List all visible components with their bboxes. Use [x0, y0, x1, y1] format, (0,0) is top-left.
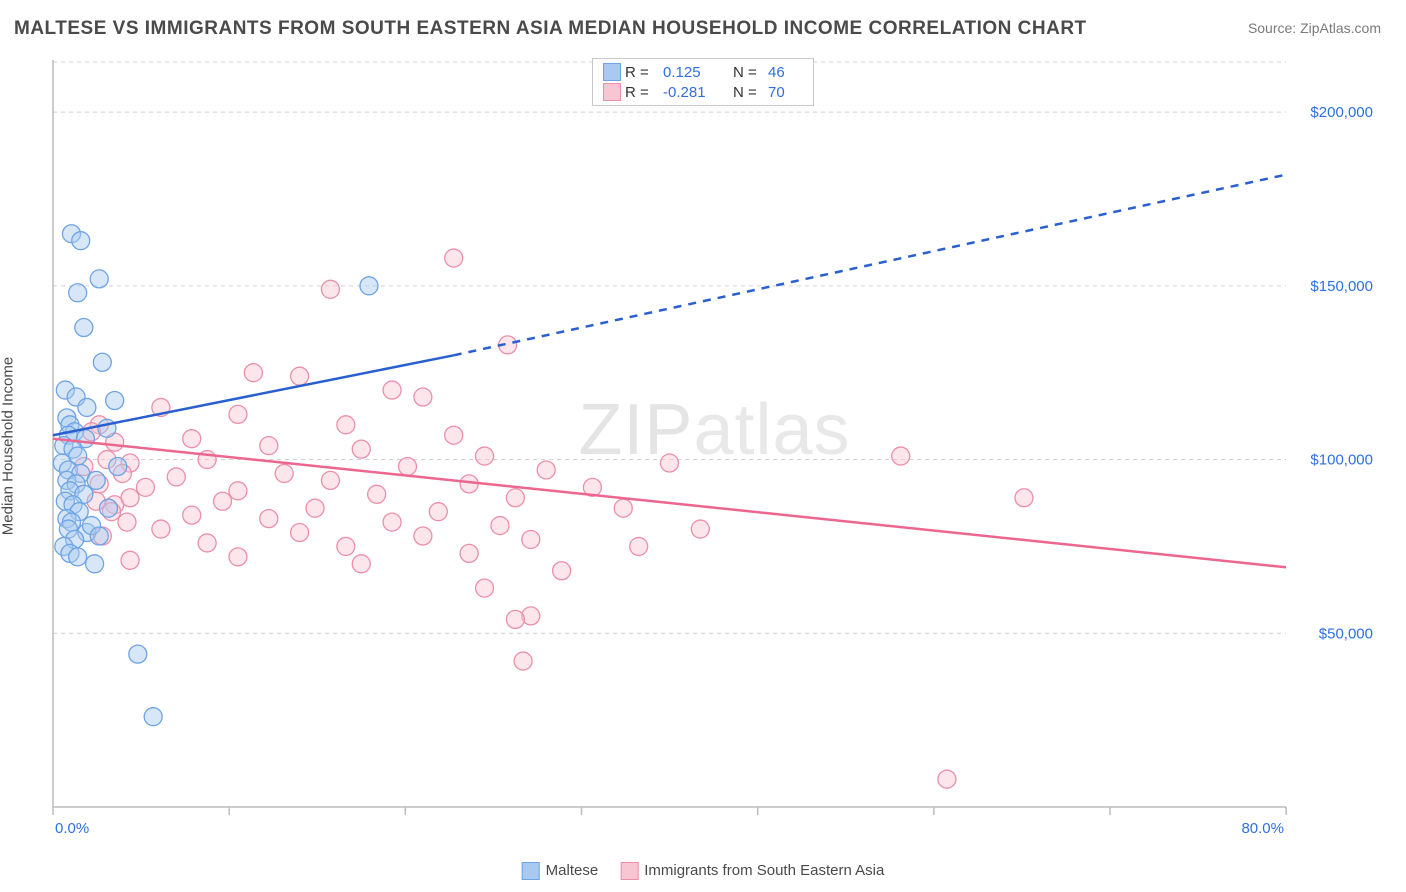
scatter-svg: $50,000 $100,000 $150,000 $200,000 0.0% 80.0%	[48, 55, 1381, 837]
legend-item-maltese: Maltese	[522, 862, 599, 880]
swatch-pink	[603, 83, 621, 101]
n-value-2: 70	[768, 84, 803, 101]
legend-label-immigrants: Immigrants from South Eastern Asia	[644, 862, 884, 879]
svg-text:$100,000: $100,000	[1310, 452, 1373, 469]
r-label-2: R =	[625, 84, 663, 101]
swatch-immigrants	[620, 862, 638, 880]
r-label-1: R =	[625, 64, 663, 81]
swatch-maltese	[522, 862, 540, 880]
correlation-legend: R = 0.125 N = 46 R = -0.281 N = 70	[592, 58, 814, 106]
svg-text:0.0%: 0.0%	[55, 820, 89, 837]
chart-title: MALTESE VS IMMIGRANTS FROM SOUTH EASTERN…	[14, 18, 1087, 40]
chart-container: MALTESE VS IMMIGRANTS FROM SOUTH EASTERN…	[0, 0, 1406, 892]
y-axis-label: Median Household Income	[0, 357, 17, 535]
legend-label-maltese: Maltese	[546, 862, 599, 879]
r-value-2: -0.281	[663, 84, 733, 101]
svg-text:$50,000: $50,000	[1319, 625, 1373, 642]
series-legend: Maltese Immigrants from South Eastern As…	[522, 862, 885, 880]
n-label-1: N =	[733, 64, 768, 81]
svg-text:$200,000: $200,000	[1310, 104, 1373, 121]
r-value-1: 0.125	[663, 64, 733, 81]
plot-area: $50,000 $100,000 $150,000 $200,000 0.0% 80.0%…	[48, 55, 1381, 837]
svg-text:80.0%: 80.0%	[1241, 820, 1284, 837]
source-attribution: Source: ZipAtlas.com	[1248, 20, 1381, 36]
svg-text:$150,000: $150,000	[1310, 278, 1373, 295]
n-value-1: 46	[768, 64, 803, 81]
n-label-2: N =	[733, 84, 768, 101]
swatch-blue	[603, 63, 621, 81]
legend-item-immigrants: Immigrants from South Eastern Asia	[620, 862, 884, 880]
